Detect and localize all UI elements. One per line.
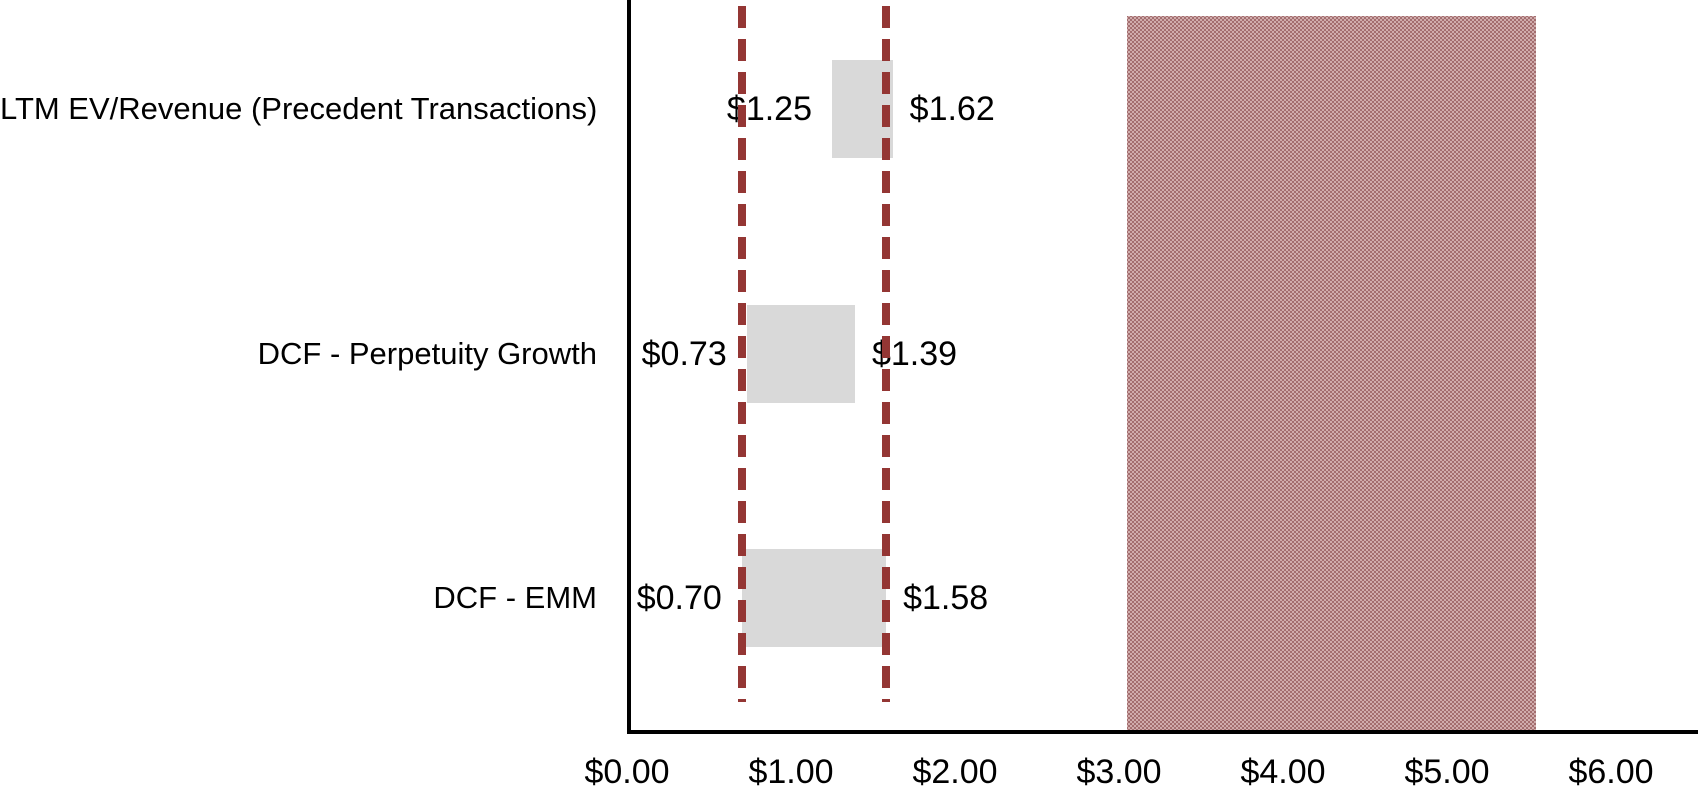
category-label: LTM EV/Revenue (Precedent Transactions) [0, 91, 598, 126]
category-label: DCF - Perpetuity Growth [257, 336, 597, 371]
min-value-label: $0.73 [641, 335, 727, 373]
x-axis-tick-label: $3.00 [1076, 753, 1162, 791]
x-axis-tick-label: $5.00 [1404, 753, 1490, 791]
reference-line [882, 6, 891, 702]
x-axis-tick-label: $0.00 [584, 753, 670, 791]
x-axis-tick-label: $6.00 [1568, 753, 1654, 791]
x-axis-tick-label: $4.00 [1240, 753, 1326, 791]
max-value-label: $1.62 [909, 90, 995, 128]
shaded-band [1127, 16, 1536, 730]
range-bar [746, 305, 855, 403]
min-value-label: $0.70 [636, 579, 722, 617]
x-axis-tick-label: $2.00 [912, 753, 998, 791]
x-axis-tick-label: $1.00 [748, 753, 834, 791]
y-axis-line [627, 0, 631, 734]
category-label: DCF - EMM [433, 580, 597, 615]
x-axis-line [627, 730, 1698, 734]
max-value-label: $1.58 [903, 579, 989, 617]
reference-line [737, 6, 746, 702]
range-bar [741, 549, 887, 647]
